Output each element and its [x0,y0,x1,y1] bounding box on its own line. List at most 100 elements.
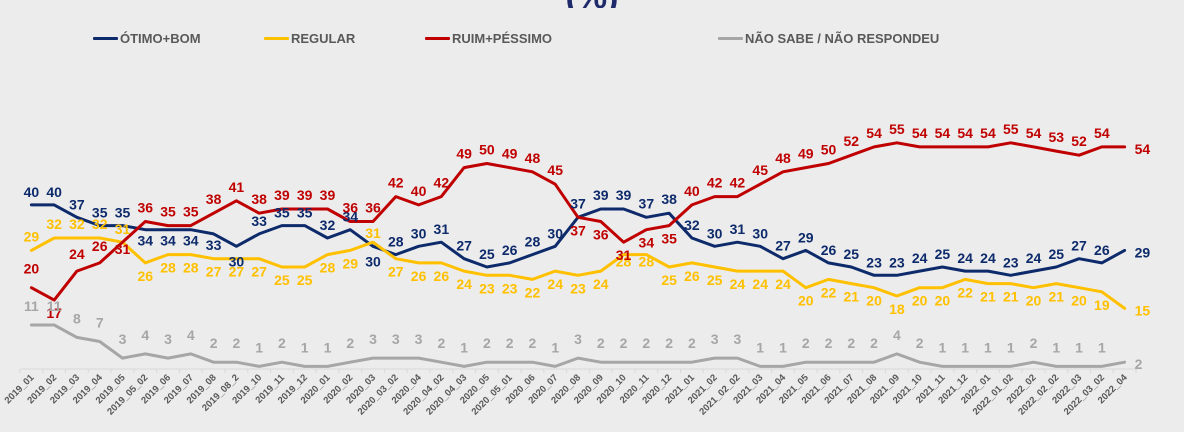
data-label-otimo-bom: 28 [525,234,541,250]
data-label-regular: 23 [570,280,586,296]
data-label-nao-sabe: 2 [847,335,855,351]
data-label-regular: 26 [434,268,450,284]
data-label-otimo-bom: 25 [1048,246,1064,262]
data-label-regular: 26 [137,268,153,284]
data-label-ruim-pessimo: 48 [525,150,541,166]
data-label-otimo-bom: 32 [320,217,336,233]
data-label-ruim-pessimo: 55 [1003,121,1019,137]
data-label-regular: 24 [456,276,472,292]
data-label-otimo-bom: 35 [274,205,290,221]
data-label-ruim-pessimo: 49 [456,146,472,162]
data-label-ruim-pessimo: 54 [1094,125,1110,141]
data-label-nao-sabe: 8 [73,310,81,326]
data-label-ruim-pessimo: 35 [661,231,677,247]
data-label-otimo-bom: 24 [912,250,928,266]
data-label-nao-sabe: 2 [1030,335,1038,351]
data-label-ruim-pessimo: 36 [593,226,609,242]
data-label-otimo-bom: 37 [639,195,655,211]
data-label-regular: 20 [1071,293,1087,309]
data-label-regular: 32 [46,216,62,232]
data-label-ruim-pessimo: 37 [570,222,586,238]
data-label-ruim-pessimo: 39 [297,187,313,203]
data-label-regular: 26 [411,268,427,284]
data-label-nao-sabe: 1 [551,339,559,355]
data-label-regular: 25 [274,272,290,288]
data-label-regular: 28 [320,260,336,276]
data-label-regular: 23 [479,280,495,296]
data-label-regular: 24 [775,276,791,292]
data-label-otimo-bom: 25 [935,246,951,262]
data-label-otimo-bom: 34 [137,233,153,249]
data-label-otimo-bom: 30 [547,225,563,241]
data-label-nao-sabe: 1 [961,339,969,355]
data-label-nao-sabe: 2 [346,335,354,351]
data-label-ruim-pessimo: 55 [889,121,905,137]
data-label-nao-sabe: 1 [1098,339,1106,355]
data-label-nao-sabe: 2 [665,335,673,351]
data-label-regular: 28 [183,260,199,276]
data-label-regular: 27 [388,264,404,280]
data-label-regular: 24 [547,276,563,292]
data-label-regular: 19 [1094,297,1110,313]
data-label-otimo-bom: 34 [160,233,176,249]
data-label-nao-sabe: 2 [620,335,628,351]
data-label-ruim-pessimo: 54 [912,125,928,141]
data-label-nao-sabe: 1 [301,339,309,355]
data-label-nao-sabe: 3 [164,331,172,347]
data-label-regular: 21 [1003,289,1019,305]
data-label-ruim-pessimo: 54 [980,125,996,141]
data-label-nao-sabe: 1 [255,339,263,355]
data-label-regular: 24 [752,276,768,292]
data-label-otimo-bom: 39 [593,187,609,203]
data-label-nao-sabe: 2 [916,335,924,351]
data-label-regular: 27 [229,264,245,280]
data-label-nao-sabe: 3 [392,331,400,347]
data-label-nao-sabe: 3 [119,331,127,347]
data-label-nao-sabe: 2 [506,335,514,351]
data-label-otimo-bom: 37 [69,196,85,212]
data-label-nao-sabe: 1 [939,339,947,355]
data-label-nao-sabe: 11 [24,298,39,314]
data-label-otimo-bom: 40 [46,184,62,200]
data-label-otimo-bom: 35 [115,205,131,221]
data-label-ruim-pessimo: 40 [411,183,427,199]
data-label-ruim-pessimo: 50 [821,142,837,158]
data-label-otimo-bom: 27 [1071,238,1087,254]
data-label-ruim-pessimo: 36 [365,199,381,215]
data-label-ruim-pessimo: 54 [1026,125,1042,141]
data-label-ruim-pessimo: 36 [137,199,153,215]
data-label-ruim-pessimo: 49 [502,146,518,162]
data-label-ruim-pessimo: 38 [206,191,222,207]
data-label-otimo-bom: 26 [821,242,837,258]
data-label-otimo-bom: 38 [661,191,677,207]
data-label-otimo-bom: 26 [1094,242,1110,258]
data-label-otimo-bom: 29 [798,229,814,245]
data-label-ruim-pessimo: 45 [547,162,563,178]
data-label-ruim-pessimo: 41 [229,179,245,195]
data-label-otimo-bom: 40 [24,184,40,200]
x-axis: 2019_012019_022019_032019_042019_052019_… [3,369,1136,417]
data-label-otimo-bom: 30 [365,253,381,269]
data-label-ruim-pessimo: 42 [730,175,746,191]
data-label-regular: 25 [661,272,677,288]
data-label-otimo-bom: 33 [206,237,222,253]
data-label-ruim-pessimo: 20 [24,261,40,277]
data-label-ruim-pessimo: 52 [844,133,860,149]
data-label-regular: 20 [935,293,951,309]
data-label-ruim-pessimo: 36 [342,199,358,215]
data-label-nao-sabe: 11 [47,298,62,314]
data-label-otimo-bom: 30 [752,225,768,241]
data-label-ruim-pessimo: 42 [388,175,404,191]
data-label-regular: 20 [866,293,882,309]
data-label-nao-sabe: 1 [324,339,332,355]
data-label-ruim-pessimo: 40 [684,183,700,199]
data-label-nao-sabe: 2 [529,335,537,351]
data-label-regular: 25 [297,272,313,288]
data-label-nao-sabe: 3 [734,331,742,347]
data-label-regular: 28 [639,254,655,270]
data-label-nao-sabe: 2 [597,335,605,351]
data-label-nao-sabe: 2 [642,335,650,351]
data-label-ruim-pessimo: 49 [798,146,814,162]
data-label-regular: 27 [251,264,267,280]
data-label-otimo-bom: 25 [844,246,860,262]
